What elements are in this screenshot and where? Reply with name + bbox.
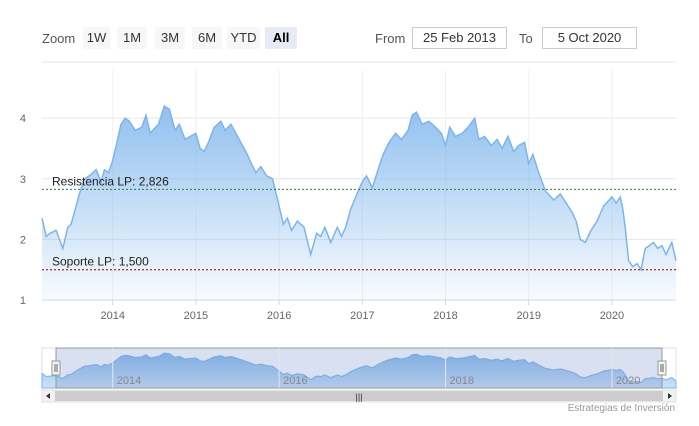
y-tick-label: 3 <box>20 174 26 186</box>
zoom-label: Zoom <box>42 31 76 46</box>
x-tick-label: 2018 <box>433 310 457 322</box>
level-annotations: Resistencia LP: 2,826 Soporte LP: 1,500 <box>42 174 676 271</box>
credit-text: Estrategias de Inversión <box>567 403 675 414</box>
zoom-1w-button[interactable]: 1W <box>83 27 110 49</box>
support-label: Soporte LP: 1,500 <box>52 255 149 269</box>
x-tick-label: 2015 <box>184 310 208 322</box>
x-tick-label: 2017 <box>350 310 374 322</box>
zoom-1m-button[interactable]: 1M <box>117 27 147 49</box>
navigator-left-handle[interactable] <box>51 360 61 376</box>
x-tick-label: 2014 <box>100 310 124 322</box>
zoom-ytd-button[interactable]: YTD <box>227 27 260 49</box>
x-tick-label: 2019 <box>516 310 540 322</box>
scroll-right-arrow-icon[interactable] <box>668 393 672 399</box>
from-date-input[interactable]: 25 Feb 2013 <box>412 27 507 49</box>
navigator-selection[interactable] <box>55 347 663 389</box>
zoom-6m-button[interactable]: 6M <box>192 27 222 49</box>
y-tick-label: 2 <box>20 234 26 246</box>
scrollbar-grip-icon: ||| <box>355 392 362 402</box>
y-tick-label: 4 <box>20 113 26 125</box>
range-selector-toolbar: Zoom 1W 1M 3M 6M YTD All From 25 Feb 201… <box>0 0 699 70</box>
to-label: To <box>519 31 533 46</box>
navigator[interactable]: 2014 2016 2018 2020 ||| <box>41 347 677 403</box>
zoom-3m-button[interactable]: 3M <box>155 27 185 49</box>
scroll-left-arrow-icon[interactable] <box>46 393 50 399</box>
resistance-label: Resistencia LP: 2,826 <box>52 174 169 188</box>
x-tick-label: 2020 <box>600 310 624 322</box>
navigator-right-handle[interactable] <box>657 360 667 376</box>
to-date-input[interactable]: 5 Oct 2020 <box>542 27 637 49</box>
navigator-tick-label: 2018 <box>450 375 474 387</box>
scrollbar-thumb[interactable] <box>55 391 663 401</box>
series-area <box>41 104 677 300</box>
zoom-all-button[interactable]: All <box>265 27 297 49</box>
series-line[interactable] <box>41 104 677 272</box>
navigator-tick-label: 2020 <box>616 375 640 387</box>
x-tick-label: 2016 <box>267 310 291 322</box>
navigator-tick-label: 2016 <box>283 375 307 387</box>
axes: 1 2 3 4 2014 2015 2016 2017 2018 2019 2020 <box>20 113 676 322</box>
series-area-fill <box>42 106 676 300</box>
from-label: From <box>375 31 406 46</box>
navigator-series <box>41 352 677 389</box>
navigator-tick-label: 2014 <box>117 375 141 387</box>
y-tick-label: 1 <box>20 295 26 307</box>
